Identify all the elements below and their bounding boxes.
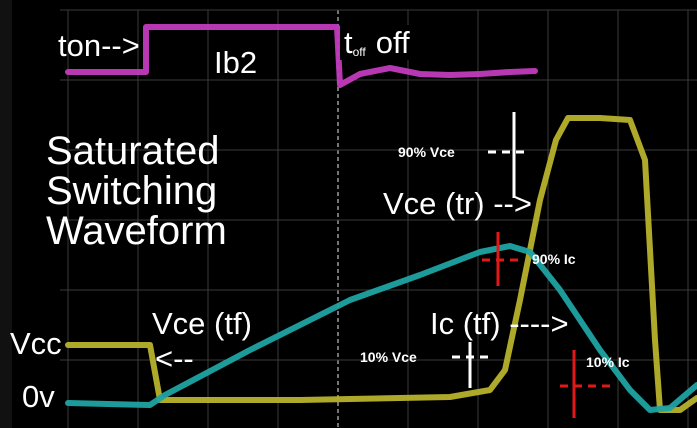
ib2-label: Ib2 <box>214 45 258 80</box>
pct90-ic-label: 90% Ic <box>532 251 576 267</box>
toff-label: toff off <box>340 25 414 60</box>
vce-tf-arrow: <-- <box>155 341 194 376</box>
vce-tr-label: Vce (tr) --> <box>383 186 532 221</box>
toff-t: t <box>344 25 353 60</box>
pct10-ic-label: 10% Ic <box>586 354 630 370</box>
pct10-vce-label: 10% Vce <box>360 349 417 365</box>
trace-ic <box>65 243 697 413</box>
ic-tf-label: Ic (tf) ----> <box>430 306 569 341</box>
trace-ib2 <box>65 24 538 88</box>
chart-title-line-1: Saturated <box>46 129 220 173</box>
chart-title-line-3: Waveform <box>46 209 227 253</box>
trace-vce <box>65 115 697 413</box>
left-bezel <box>0 0 12 428</box>
traces <box>65 24 697 413</box>
markers <box>452 112 614 418</box>
vce-tf-label: Vce (tf) <box>152 306 252 341</box>
toff-tail: off <box>375 25 410 60</box>
ton-label: ton--> <box>58 28 140 63</box>
pct90-vce-label: 90% Vce <box>398 144 455 160</box>
vcc-label: Vcc <box>10 326 62 361</box>
grid <box>60 9 697 428</box>
chart-title-line-2: Switching <box>46 169 218 213</box>
zero-v-label: 0v <box>22 379 55 414</box>
toff-subscript: off <box>352 45 366 59</box>
